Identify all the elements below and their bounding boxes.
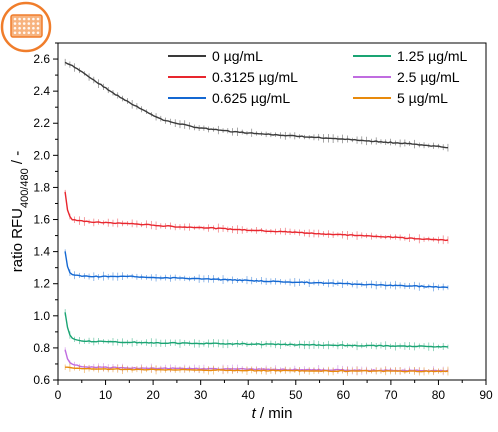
plate-well bbox=[32, 26, 35, 30]
legend-label: 2.5 µg/mL bbox=[397, 69, 460, 85]
legend-label: 0.3125 µg/mL bbox=[212, 69, 298, 85]
y-tick-label: 2.0 bbox=[33, 148, 50, 162]
y-axis-title: ratio RFU400/480 / - bbox=[9, 151, 31, 272]
series-line bbox=[64, 251, 449, 289]
series-3 bbox=[64, 309, 449, 352]
microplate-icon-wells bbox=[13, 17, 40, 35]
y-tick-label: 1.0 bbox=[33, 309, 50, 323]
y-axis-title-suffix: / - bbox=[9, 151, 26, 169]
x-tick-label: 60 bbox=[337, 388, 351, 402]
plate-well bbox=[18, 26, 21, 30]
y-tick-label: 2.2 bbox=[33, 116, 50, 130]
plate-well bbox=[22, 22, 26, 25]
legend-label: 5 µg/mL bbox=[397, 90, 448, 106]
plate-well bbox=[18, 31, 21, 35]
series-0 bbox=[64, 58, 449, 152]
plate-well bbox=[22, 26, 26, 30]
series-line bbox=[65, 366, 449, 373]
plate-well bbox=[36, 26, 40, 30]
legend-item: 5 µg/mL bbox=[353, 90, 448, 106]
plate-well bbox=[13, 22, 17, 25]
legend-item: 1.25 µg/mL bbox=[353, 48, 468, 64]
plate-well bbox=[27, 22, 31, 25]
plate-well bbox=[27, 17, 31, 21]
x-tick-label: 0 bbox=[55, 388, 62, 402]
series-layer bbox=[64, 58, 449, 376]
x-tick-label: 80 bbox=[432, 388, 446, 402]
x-axis-variable: t bbox=[252, 405, 257, 422]
plate-well bbox=[13, 17, 17, 21]
plate-well bbox=[36, 22, 40, 25]
y-tick-label: 1.6 bbox=[33, 213, 50, 227]
plate-well bbox=[13, 26, 17, 30]
plate-well bbox=[18, 22, 21, 25]
legend: 0 µg/mL 0.3125 µg/mL 0.625 µg/mL 1.25 µg/mL… bbox=[168, 48, 468, 106]
plate-well bbox=[18, 17, 21, 21]
x-axis-title: t / min bbox=[252, 405, 293, 422]
microplate-icon bbox=[0, 1, 52, 53]
plate-well bbox=[13, 31, 17, 35]
x-tick-label: 30 bbox=[194, 388, 208, 402]
series-2 bbox=[64, 249, 449, 292]
legend-item: 0.625 µg/mL bbox=[168, 90, 290, 106]
x-axis-separator: / bbox=[256, 405, 269, 422]
y-tick-label: 1.8 bbox=[33, 180, 50, 194]
y-axis-title-prefix: ratio RFU bbox=[9, 208, 26, 272]
plate-well bbox=[27, 31, 31, 35]
y-tick-label: 2.4 bbox=[33, 84, 50, 98]
legend-label: 0.625 µg/mL bbox=[212, 90, 290, 106]
y-axis-ticks: 0.6 0.8 1.0 1.2 1.4 1.6 1.8 2.0 2.2 2.4 2.6 bbox=[33, 42, 58, 387]
y-tick-label: 0.8 bbox=[33, 341, 50, 355]
plate-well bbox=[32, 31, 35, 35]
y-axis-title-subscript: 400/480 bbox=[19, 168, 31, 208]
series-1 bbox=[64, 189, 449, 245]
plate-well bbox=[36, 17, 40, 21]
legend-label: 1.25 µg/mL bbox=[397, 48, 468, 64]
plate-well bbox=[27, 26, 31, 30]
legend-item: 0.3125 µg/mL bbox=[168, 69, 298, 85]
series-line bbox=[64, 191, 449, 242]
x-axis-ticks: 0 10 20 30 40 50 60 70 80 90 bbox=[55, 380, 493, 402]
y-tick-label: 1.2 bbox=[33, 277, 50, 291]
plate-well bbox=[36, 31, 40, 35]
y-tick-label: 1.4 bbox=[33, 245, 50, 259]
plate-well bbox=[22, 17, 26, 21]
x-tick-label: 20 bbox=[146, 388, 160, 402]
plate-well bbox=[32, 22, 35, 25]
y-tick-label: 2.6 bbox=[33, 52, 50, 66]
microplate-icon-plate bbox=[10, 14, 43, 38]
x-tick-label: 40 bbox=[242, 388, 256, 402]
x-tick-label: 10 bbox=[99, 388, 113, 402]
x-tick-label: 50 bbox=[289, 388, 303, 402]
x-tick-label: 90 bbox=[479, 388, 493, 402]
x-axis-unit: min bbox=[268, 405, 292, 422]
plate-well bbox=[22, 31, 26, 35]
series-line bbox=[64, 312, 449, 348]
plate-well bbox=[32, 17, 35, 21]
series-5 bbox=[64, 363, 449, 376]
series-line bbox=[64, 61, 449, 149]
legend-item: 0 µg/mL bbox=[168, 48, 263, 64]
legend-label: 0 µg/mL bbox=[212, 48, 263, 64]
x-tick-label: 70 bbox=[384, 388, 398, 402]
y-tick-label: 0.6 bbox=[33, 373, 50, 387]
legend-item: 2.5 µg/mL bbox=[353, 69, 460, 85]
